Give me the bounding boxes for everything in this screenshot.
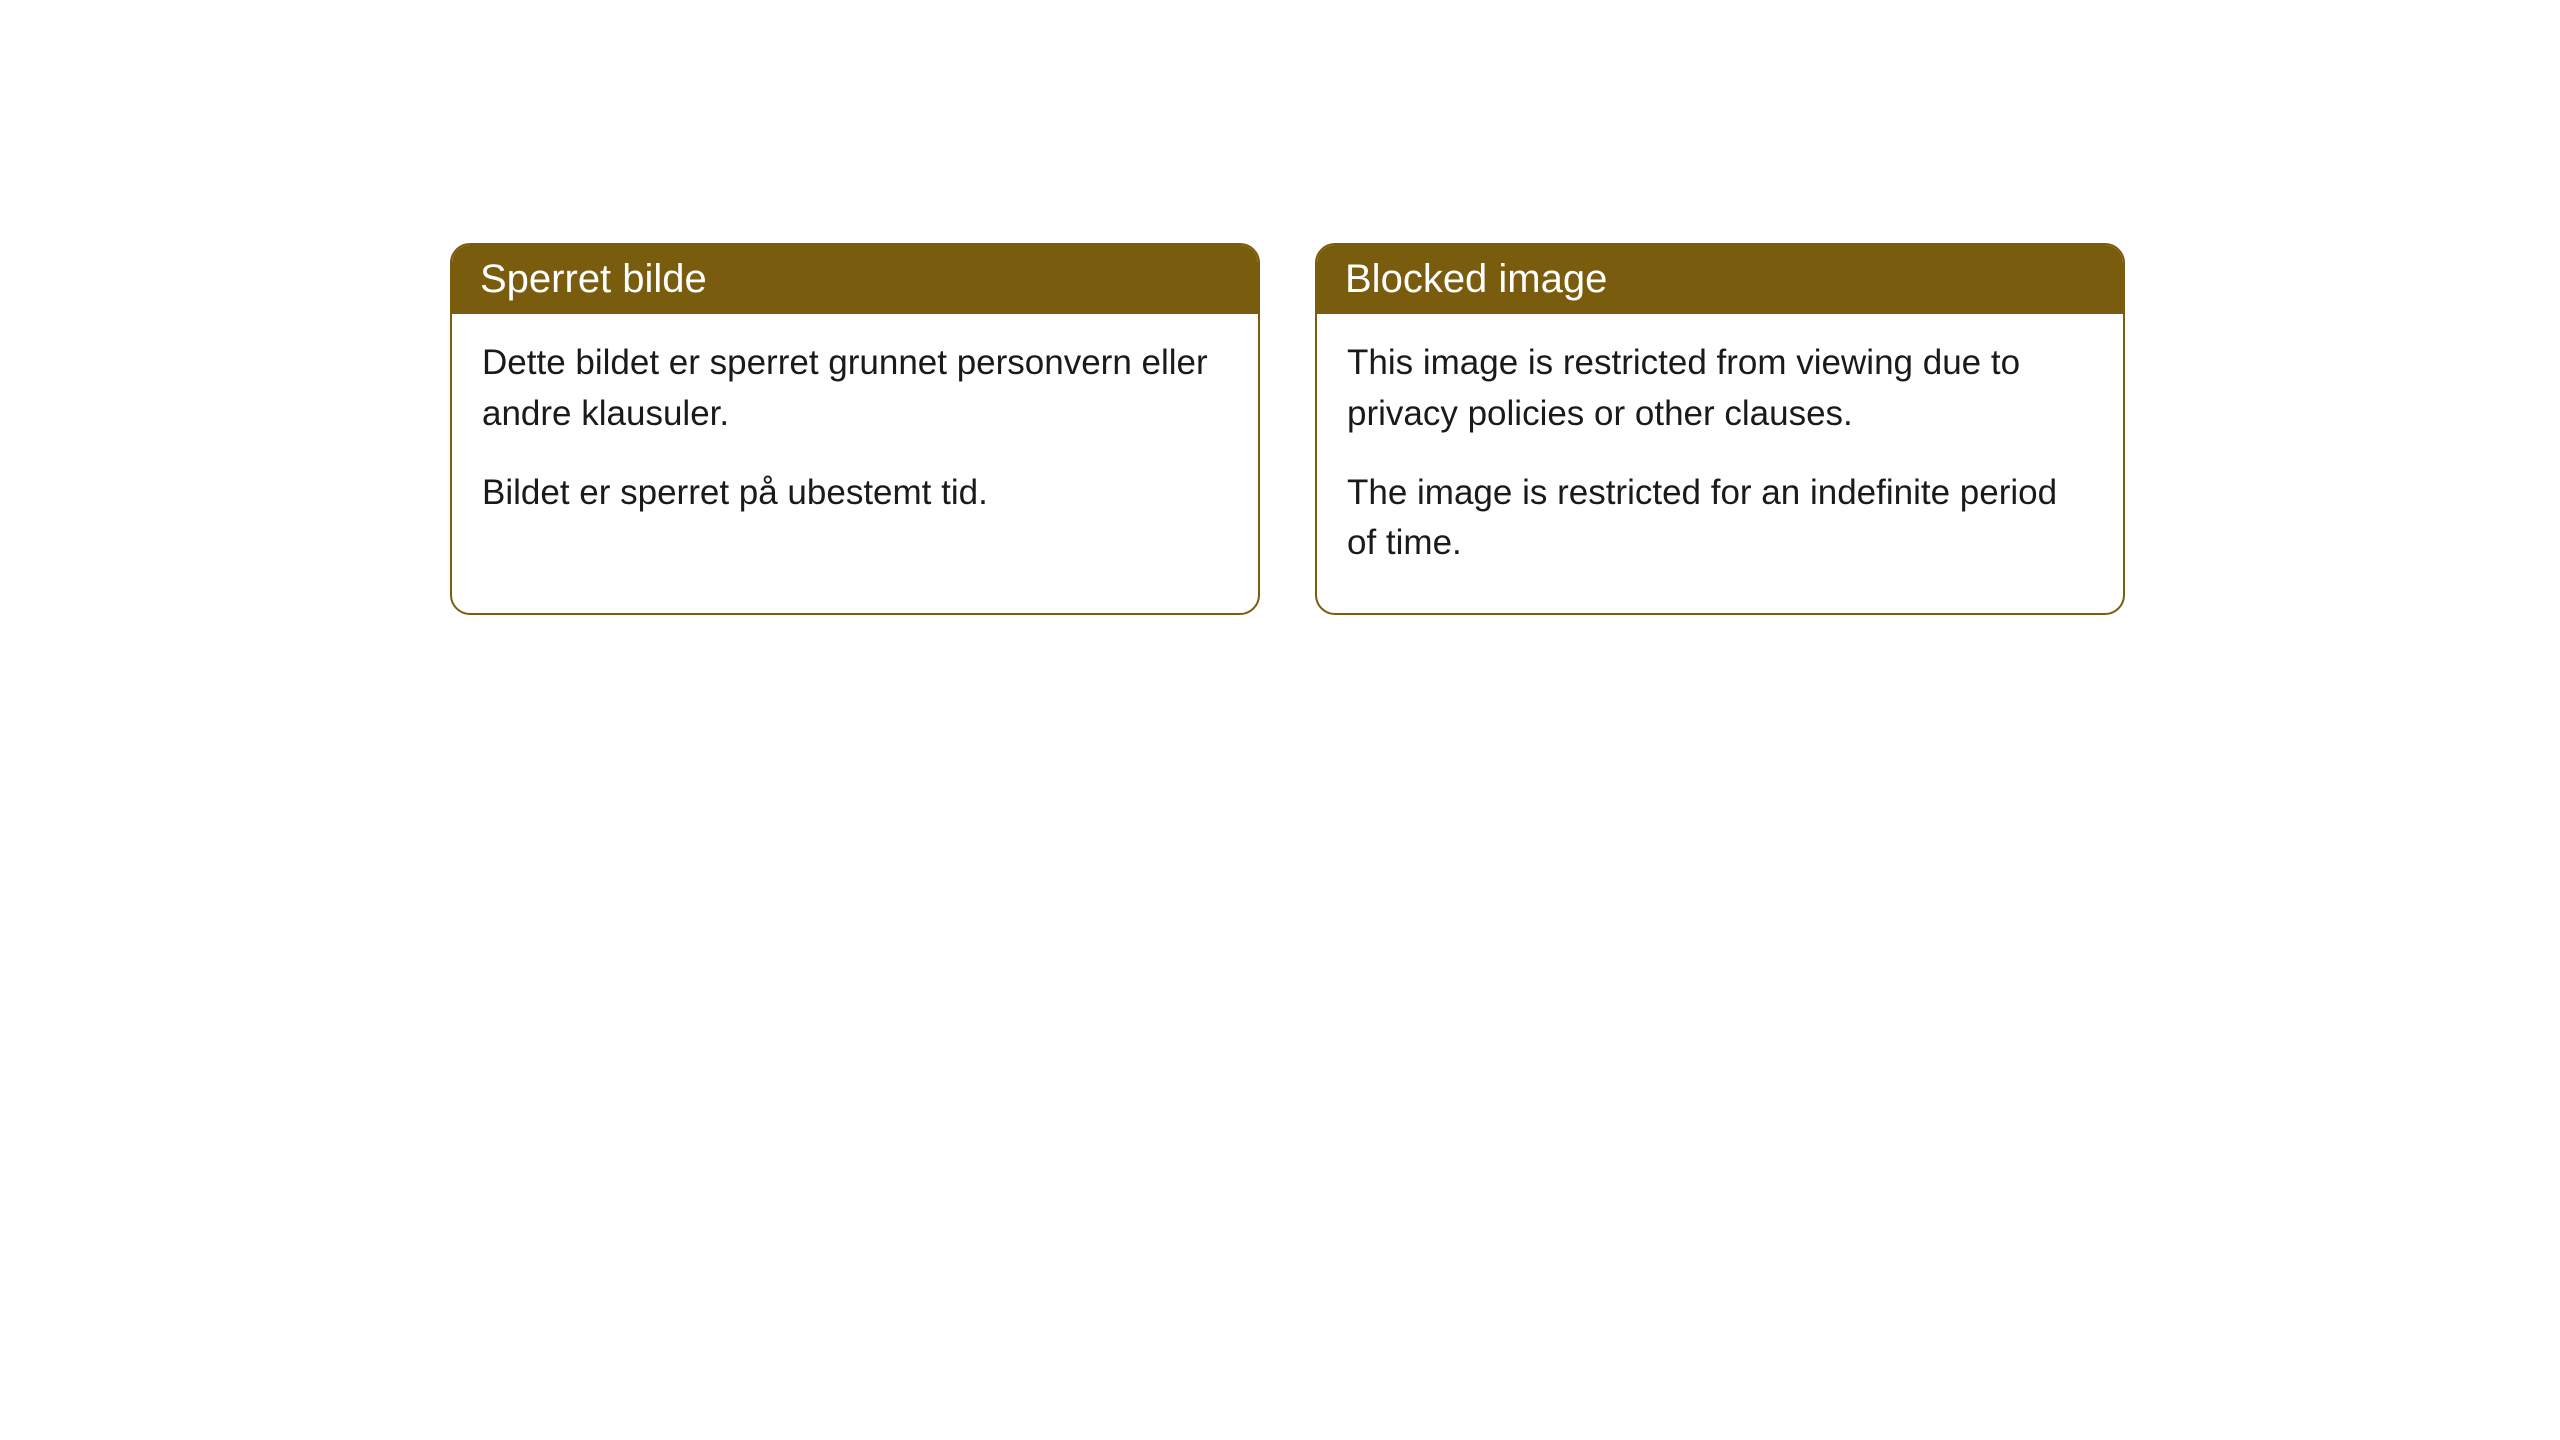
card-body: This image is restricted from viewing du… xyxy=(1317,314,2123,613)
notice-paragraph-1: Dette bildet er sperret grunnet personve… xyxy=(482,338,1228,440)
blocked-image-card-english: Blocked image This image is restricted f… xyxy=(1315,243,2125,615)
notice-cards-container: Sperret bilde Dette bildet er sperret gr… xyxy=(450,243,2125,615)
notice-paragraph-2: Bildet er sperret på ubestemt tid. xyxy=(482,468,1228,519)
card-title: Sperret bilde xyxy=(480,257,707,301)
card-header: Sperret bilde xyxy=(452,245,1258,314)
notice-paragraph-1: This image is restricted from viewing du… xyxy=(1347,338,2093,440)
notice-paragraph-2: The image is restricted for an indefinit… xyxy=(1347,468,2093,570)
card-body: Dette bildet er sperret grunnet personve… xyxy=(452,314,1258,562)
blocked-image-card-norwegian: Sperret bilde Dette bildet er sperret gr… xyxy=(450,243,1260,615)
card-header: Blocked image xyxy=(1317,245,2123,314)
card-title: Blocked image xyxy=(1345,257,1607,301)
